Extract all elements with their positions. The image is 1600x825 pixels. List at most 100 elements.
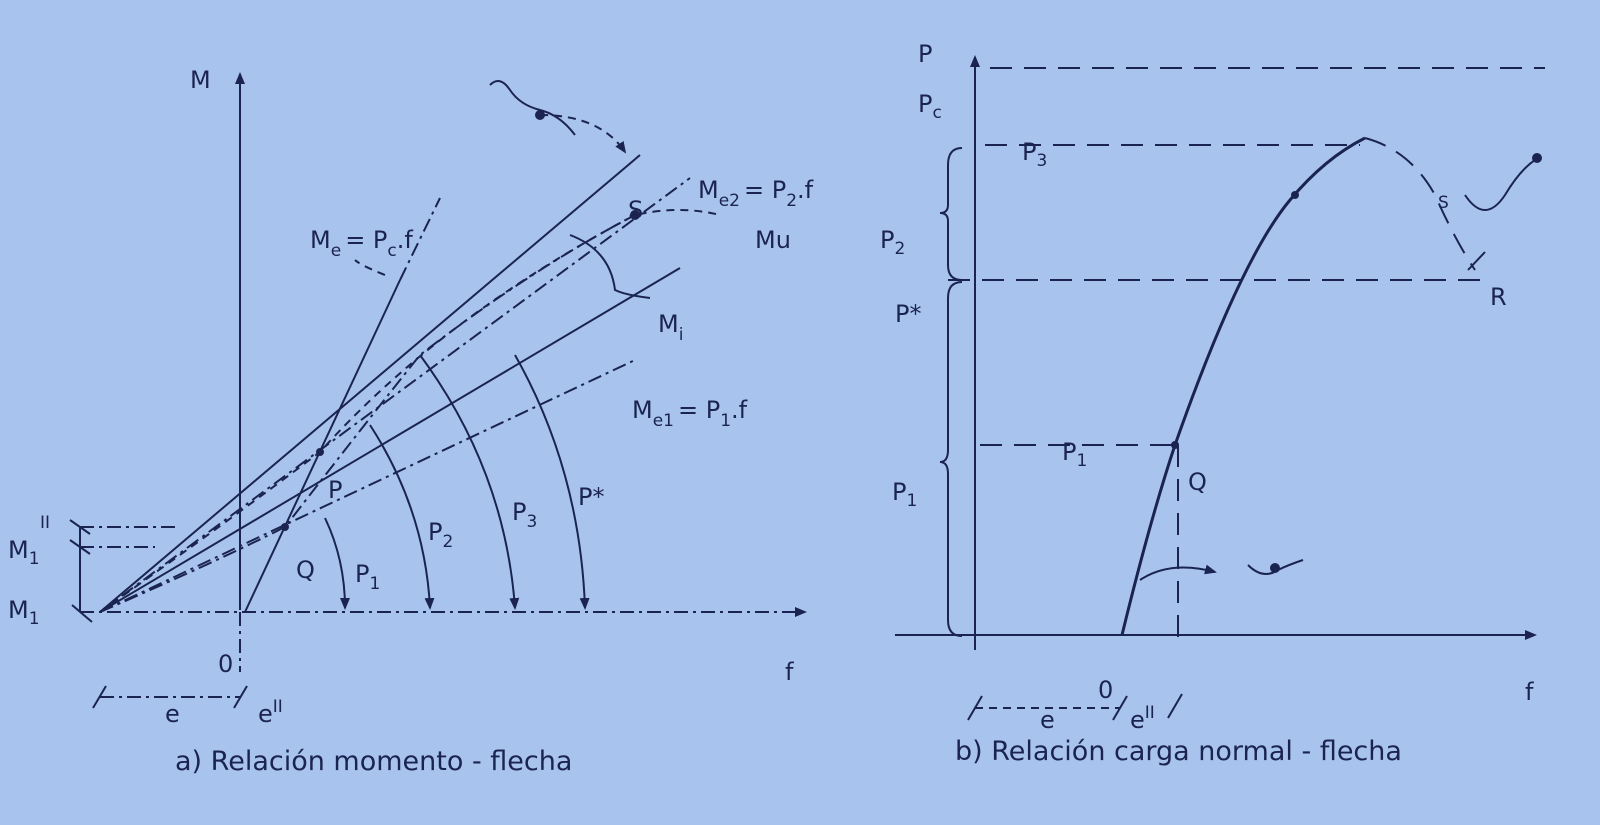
leader-icon bbox=[539, 114, 627, 154]
p2-label: P2 bbox=[428, 518, 453, 552]
t: P bbox=[1022, 138, 1036, 166]
point-s bbox=[630, 210, 640, 220]
t: 1 bbox=[1076, 451, 1087, 471]
tick bbox=[69, 539, 91, 555]
r-label: R bbox=[1490, 283, 1507, 311]
point-q bbox=[1171, 441, 1179, 449]
t: .f bbox=[797, 176, 814, 204]
t: P bbox=[880, 226, 894, 254]
q-label: Q bbox=[296, 556, 315, 584]
e-label: e bbox=[165, 700, 180, 728]
t: P bbox=[428, 518, 442, 546]
ray bbox=[99, 154, 641, 613]
p1-label: P1 bbox=[892, 478, 917, 511]
p-axis-label: P bbox=[918, 40, 932, 68]
p1-line-label: P1 bbox=[1062, 438, 1087, 471]
t: P bbox=[892, 478, 906, 506]
t: 1 bbox=[29, 609, 40, 629]
ray-me bbox=[244, 279, 401, 613]
p-label: P bbox=[328, 476, 342, 504]
ii-label: II bbox=[40, 513, 50, 533]
t: 2 bbox=[442, 532, 453, 552]
load-diagram: P f 0 Pc P3 P2 P* P1 P1 R S Q e eII b) R… bbox=[880, 40, 1545, 767]
caption: b) Relación carga normal - flecha bbox=[955, 736, 1402, 767]
t: e bbox=[331, 241, 341, 261]
e-label: e bbox=[1040, 706, 1055, 734]
p3-line-label: P3 bbox=[1022, 138, 1047, 171]
m-axis-label: M bbox=[190, 66, 211, 94]
t: 3 bbox=[1036, 151, 1047, 171]
tick bbox=[1112, 695, 1128, 721]
moment-diagram: M f 0 Me2 = P2.f Me = Pc.f S Mu Mi Me1 = P1… bbox=[8, 66, 814, 777]
me1-label: Me1 = P1.f bbox=[632, 396, 748, 431]
tick bbox=[1167, 693, 1183, 719]
m1-upper-label: M1 bbox=[8, 536, 40, 569]
f-axis-label: f bbox=[1525, 678, 1534, 706]
t: i bbox=[679, 325, 684, 345]
beam-icon bbox=[489, 80, 576, 136]
point-p bbox=[316, 448, 324, 456]
t: c bbox=[387, 241, 396, 261]
leader-me bbox=[354, 259, 386, 276]
s-label: S bbox=[1438, 193, 1449, 213]
caption: a) Relación momento - flecha bbox=[175, 746, 572, 777]
tick bbox=[233, 685, 248, 709]
leader-mi bbox=[569, 234, 651, 299]
eii-label: eII bbox=[1130, 703, 1155, 734]
arc-p2 bbox=[369, 424, 435, 610]
tick bbox=[71, 604, 93, 623]
t: 1 bbox=[720, 411, 731, 431]
tick bbox=[967, 695, 983, 721]
ray-me1 bbox=[99, 359, 636, 613]
t: M bbox=[658, 310, 679, 338]
beam-icon-dot bbox=[535, 110, 545, 120]
mu-label: Mu bbox=[755, 226, 791, 254]
t: M bbox=[698, 176, 719, 204]
t: e bbox=[1130, 706, 1145, 734]
tick bbox=[69, 519, 91, 535]
t: = P bbox=[744, 176, 786, 204]
t: M bbox=[8, 536, 29, 564]
t: II bbox=[1145, 703, 1155, 723]
mi-label: Mi bbox=[658, 310, 683, 345]
p2-label: P2 bbox=[880, 226, 905, 259]
q-label: Q bbox=[1188, 468, 1207, 496]
me-label: Me = Pc.f bbox=[310, 226, 413, 261]
load-curve bbox=[1120, 136, 1366, 636]
t: II bbox=[273, 697, 283, 717]
origin-label: 0 bbox=[1098, 676, 1113, 704]
s-label: S bbox=[628, 196, 643, 224]
point-q bbox=[281, 523, 289, 531]
mu-curve bbox=[99, 209, 721, 613]
brace-p1 bbox=[939, 281, 963, 637]
arc-p1 bbox=[324, 517, 350, 610]
arc-pstar bbox=[514, 354, 590, 610]
t: P bbox=[512, 498, 526, 526]
t: P bbox=[1062, 438, 1076, 466]
tick bbox=[1467, 251, 1486, 271]
t: e bbox=[258, 700, 273, 728]
t: M bbox=[310, 226, 331, 254]
f-axis-label: f bbox=[785, 658, 794, 686]
brace-p2 bbox=[939, 147, 963, 281]
pc-label: Pc bbox=[918, 90, 942, 123]
t: P bbox=[355, 560, 369, 588]
p3-label: P3 bbox=[512, 498, 537, 532]
t: M bbox=[632, 396, 653, 424]
leader-icon bbox=[1139, 564, 1217, 581]
ray bbox=[99, 267, 681, 613]
t: = P bbox=[345, 226, 387, 254]
t: = P bbox=[678, 396, 720, 424]
t: c bbox=[932, 103, 941, 123]
t: 1 bbox=[29, 549, 40, 569]
t: 1 bbox=[906, 491, 917, 511]
arc-p3 bbox=[419, 354, 520, 610]
beam-icon-dot bbox=[1270, 563, 1280, 573]
beam-icon-dot bbox=[1532, 153, 1542, 163]
pstar-label: P* bbox=[895, 300, 921, 328]
m1-lower-label: M1 bbox=[8, 596, 40, 629]
t: 3 bbox=[526, 512, 537, 532]
tick bbox=[92, 685, 107, 709]
